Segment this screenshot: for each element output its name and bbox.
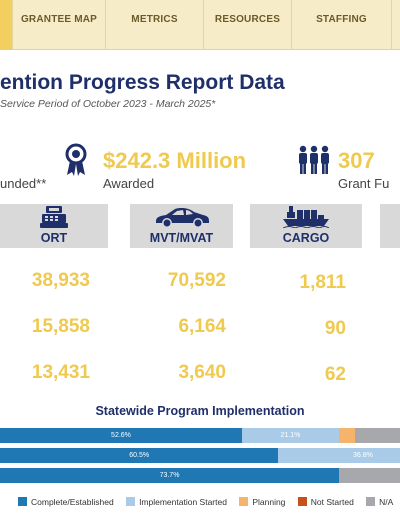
legend-swatch xyxy=(18,497,27,506)
top-nav: GRANTEE MAP METRICS RESOURCES STAFFING xyxy=(0,0,400,50)
page-subtitle: Service Period of October 2023 - March 2… xyxy=(0,98,216,110)
implementation-bar-2: 60.5% 36.8% xyxy=(0,448,400,463)
nav-grantee-map[interactable]: GRANTEE MAP xyxy=(12,0,105,50)
category-mvt: MVT/MVAT xyxy=(130,204,233,248)
cargo-value-1: 1,811 xyxy=(299,272,347,293)
ribbon-award-icon xyxy=(65,143,87,176)
nav-more[interactable] xyxy=(391,0,400,50)
ort-value-2: 15,858 xyxy=(31,316,90,337)
category-label: MVT/MVAT xyxy=(149,231,214,245)
cargo-value-2: 90 xyxy=(324,318,346,339)
ort-value-3: 13,431 xyxy=(31,362,90,383)
bar-segment-started: 21.1% xyxy=(241,428,339,443)
legend-swatch xyxy=(126,497,136,506)
nav-resources[interactable]: RESOURCES xyxy=(203,0,291,50)
bar-segment-planning xyxy=(339,428,356,443)
legend-label: N/A xyxy=(379,497,394,507)
category-label: ORT xyxy=(40,231,68,245)
people-icon xyxy=(299,145,329,174)
legend-item: N/A xyxy=(366,497,393,507)
category-cargo: CARGO xyxy=(250,204,362,248)
legend-label: Planning xyxy=(252,497,286,507)
legend-label: Not Started xyxy=(310,497,354,507)
nav-staffing[interactable]: STAFFING xyxy=(291,0,391,50)
mvt-value-2: 6,164 xyxy=(178,316,226,337)
car-icon xyxy=(155,208,209,228)
nav-metrics[interactable]: METRICS xyxy=(105,0,203,50)
category-ort: ORT xyxy=(0,204,108,248)
bar-segment-complete: 73.7% xyxy=(0,468,340,483)
ort-value-1: 38,933 xyxy=(31,270,90,291)
legend-item: Planning xyxy=(239,497,285,507)
legend-item: Not Started xyxy=(297,497,354,507)
implementation-bar-3: 73.7% xyxy=(0,468,400,483)
nav-active-tab[interactable] xyxy=(0,0,12,50)
cargo-ship-icon xyxy=(283,206,329,228)
legend-swatch xyxy=(297,497,307,506)
implementation-title: Statewide Program Implementation xyxy=(95,404,305,418)
legend-item: Implementation Started xyxy=(126,497,227,507)
mvt-value-1: 70,592 xyxy=(167,270,226,291)
legend-swatch xyxy=(366,497,376,506)
category-next xyxy=(380,204,400,248)
legend-label: Complete/Established xyxy=(31,497,114,507)
grant-value: 307 xyxy=(338,148,375,173)
page-title: ention Progress Report Data xyxy=(0,71,285,94)
legend-item: Complete/Established xyxy=(18,497,114,507)
implementation-bar-1: 52.6% 21.1% xyxy=(0,428,400,443)
awarded-label: Awarded xyxy=(103,176,155,191)
bar-segment-started: 36.8% xyxy=(278,448,400,463)
cargo-value-3: 62 xyxy=(324,364,346,385)
category-label: CARGO xyxy=(282,231,330,245)
bar-segment-complete: 60.5% xyxy=(0,448,279,463)
mvt-value-3: 3,640 xyxy=(178,362,226,383)
awarded-value: $242.3 Million xyxy=(103,148,247,173)
cash-register-icon xyxy=(40,206,68,228)
bar-segment-complete: 52.6% xyxy=(0,428,242,443)
funded-label: unded** xyxy=(0,176,47,191)
legend-swatch xyxy=(239,497,249,506)
implementation-legend: Complete/Established Implementation Star… xyxy=(18,497,400,509)
grant-label: Grant Fu xyxy=(338,176,390,191)
legend-label: Implementation Started xyxy=(139,497,227,507)
